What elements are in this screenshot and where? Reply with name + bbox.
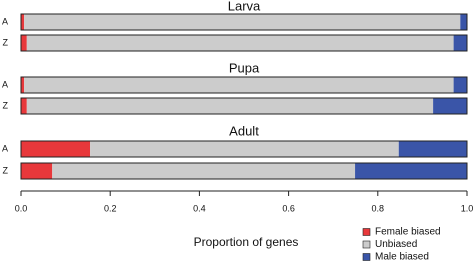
bar-outline	[20, 13, 468, 31]
x-tick-label: 0.6	[282, 203, 295, 213]
legend-label: Male biased	[375, 252, 429, 261]
x-tick-label: 0.8	[372, 203, 385, 213]
bar-segment	[398, 141, 467, 157]
row-label: Z	[3, 165, 9, 175]
bar-segment	[21, 98, 27, 114]
legend-swatch	[362, 228, 371, 236]
x-tick-label: 0.4	[193, 203, 206, 213]
legend-swatch	[362, 253, 371, 261]
bar-segment	[21, 35, 27, 51]
bar-segment	[90, 141, 399, 157]
legend-swatch	[362, 240, 371, 249]
bar-segment	[26, 98, 434, 114]
row-label: Z	[3, 37, 9, 47]
bar-outline	[20, 97, 468, 115]
bar-segment	[26, 35, 454, 51]
bar-segment	[453, 77, 467, 93]
bar-segment	[24, 77, 454, 93]
bar-outline	[20, 162, 468, 180]
bar-outline	[20, 34, 468, 52]
bar-segment	[21, 77, 25, 93]
bar-outline	[20, 140, 468, 158]
x-tick-label: 0.2	[104, 203, 117, 213]
row-label: A	[2, 79, 8, 89]
panel-title: Pupa	[229, 60, 260, 75]
row-label: A	[2, 16, 8, 26]
row-label: A	[2, 143, 8, 153]
panel-title: Adult	[229, 123, 259, 138]
row-label: Z	[3, 100, 9, 110]
panel-title: Larva	[228, 0, 261, 13]
bar-segment	[21, 14, 25, 30]
legend-label: Female biased	[375, 227, 441, 238]
bar-segment	[433, 98, 467, 114]
x-tick-label: 0.0	[15, 203, 28, 213]
x-axis-label: Proportion of genes	[194, 235, 299, 249]
bar-outline	[20, 76, 468, 94]
legend-label: Unbiased	[375, 239, 417, 250]
bar-segment	[21, 141, 91, 157]
bar-segment	[52, 163, 356, 179]
bar-segment	[24, 14, 461, 30]
bar-segment	[21, 163, 53, 179]
bar-segment	[355, 163, 467, 179]
x-tick-label: 1.0	[461, 203, 474, 213]
bar-segment	[460, 14, 467, 30]
bar-segment	[453, 35, 467, 51]
